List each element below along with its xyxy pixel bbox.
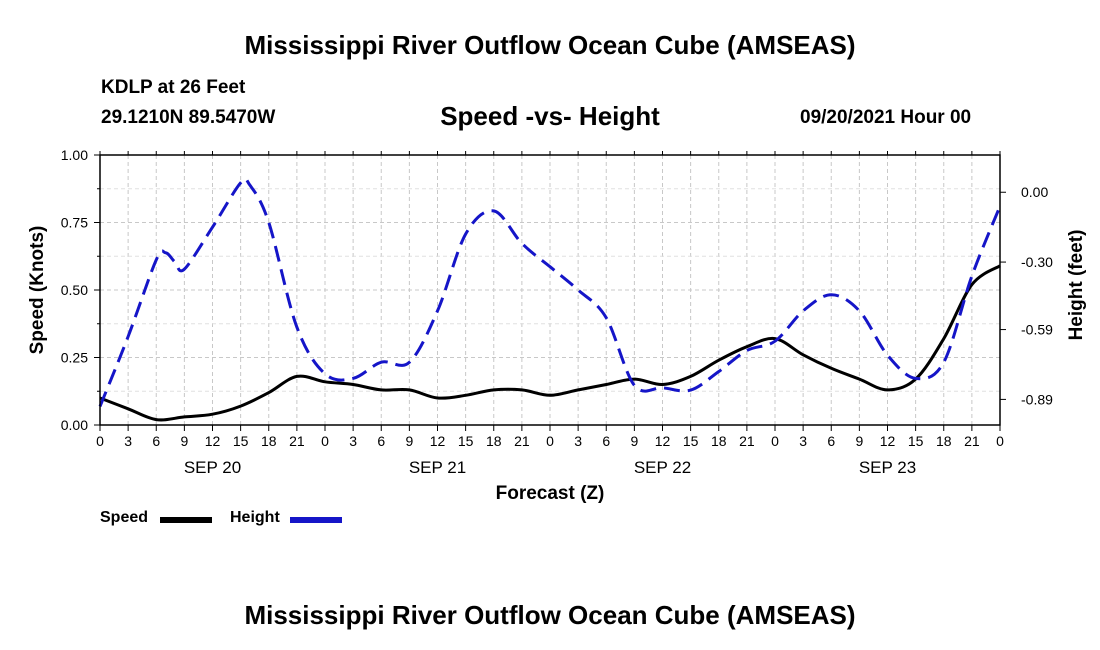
- x-tick-label: 18: [261, 433, 277, 449]
- y-tick-label: 0.75: [61, 215, 88, 231]
- x-tick-label: 3: [799, 433, 807, 449]
- x-tick-label: 21: [964, 433, 980, 449]
- x-tick-label: 3: [124, 433, 132, 449]
- x-tick-label: 0: [546, 433, 554, 449]
- x-tick-label: 18: [711, 433, 727, 449]
- x-tick-label: 3: [349, 433, 357, 449]
- x-tick-label: 12: [430, 433, 446, 449]
- y-tick-label: 1.00: [61, 147, 88, 163]
- x-tick-label: 0: [96, 433, 104, 449]
- x-axis-title: Forecast (Z): [496, 483, 605, 504]
- coordinates-label: 29.1210N 89.5470W: [101, 107, 276, 128]
- legend-height-swatch: [290, 517, 342, 523]
- y2-tick-label: 0.00: [1021, 184, 1048, 200]
- x-tick-label: 6: [602, 433, 610, 449]
- chart-title: Mississippi River Outflow Ocean Cube (AM…: [244, 30, 856, 60]
- x-tick-label: 6: [827, 433, 835, 449]
- y2-tick-label: -0.89: [1021, 391, 1053, 407]
- y-axis-title: Speed (Knots): [27, 226, 48, 355]
- x-date-label: SEP 22: [634, 458, 691, 477]
- x-tick-label: 0: [321, 433, 329, 449]
- x-tick-label: 9: [630, 433, 638, 449]
- y2-axis-title: Height (feet): [1066, 230, 1087, 341]
- chart-subtitle: Speed -vs- Height: [440, 101, 660, 131]
- x-tick-label: 21: [514, 433, 530, 449]
- x-tick-label: 15: [683, 433, 699, 449]
- x-tick-label: 9: [405, 433, 413, 449]
- station-label: KDLP at 26 Feet: [101, 77, 246, 98]
- x-tick-label: 6: [377, 433, 385, 449]
- x-tick-label: 15: [908, 433, 924, 449]
- y-tick-label: 0.50: [61, 282, 88, 298]
- y-tick-label: 0.25: [61, 350, 88, 366]
- speed-series-line: [99, 264, 1001, 422]
- x-date-label: SEP 20: [184, 458, 241, 477]
- x-tick-label: 15: [458, 433, 474, 449]
- x-tick-label: 3: [574, 433, 582, 449]
- x-tick-label: 9: [855, 433, 863, 449]
- legend-height-label: Height: [230, 509, 280, 526]
- height-series-line: [98, 177, 1002, 407]
- x-date-label: SEP 23: [859, 458, 916, 477]
- datetime-label: 09/20/2021 Hour 00: [800, 107, 972, 128]
- x-tick-label: 21: [739, 433, 755, 449]
- x-tick-label: 21: [289, 433, 305, 449]
- x-tick-label: 18: [936, 433, 952, 449]
- footer-title: Mississippi River Outflow Ocean Cube (AM…: [244, 600, 856, 630]
- x-tick-label: 12: [655, 433, 671, 449]
- y-tick-label: 0.00: [61, 417, 88, 433]
- x-tick-label: 6: [152, 433, 160, 449]
- x-tick-label: 12: [880, 433, 896, 449]
- x-tick-label: 18: [486, 433, 502, 449]
- y2-tick-label: -0.30: [1021, 254, 1053, 270]
- x-tick-label: 0: [996, 433, 1004, 449]
- x-tick-label: 0: [771, 433, 779, 449]
- y2-tick-label: -0.59: [1021, 322, 1053, 338]
- legend-speed-label: Speed: [100, 509, 149, 526]
- x-tick-label: 15: [233, 433, 249, 449]
- x-tick-label: 9: [180, 433, 188, 449]
- x-tick-label: 12: [205, 433, 221, 449]
- x-date-label: SEP 21: [409, 458, 466, 477]
- legend-speed-swatch: [160, 517, 212, 523]
